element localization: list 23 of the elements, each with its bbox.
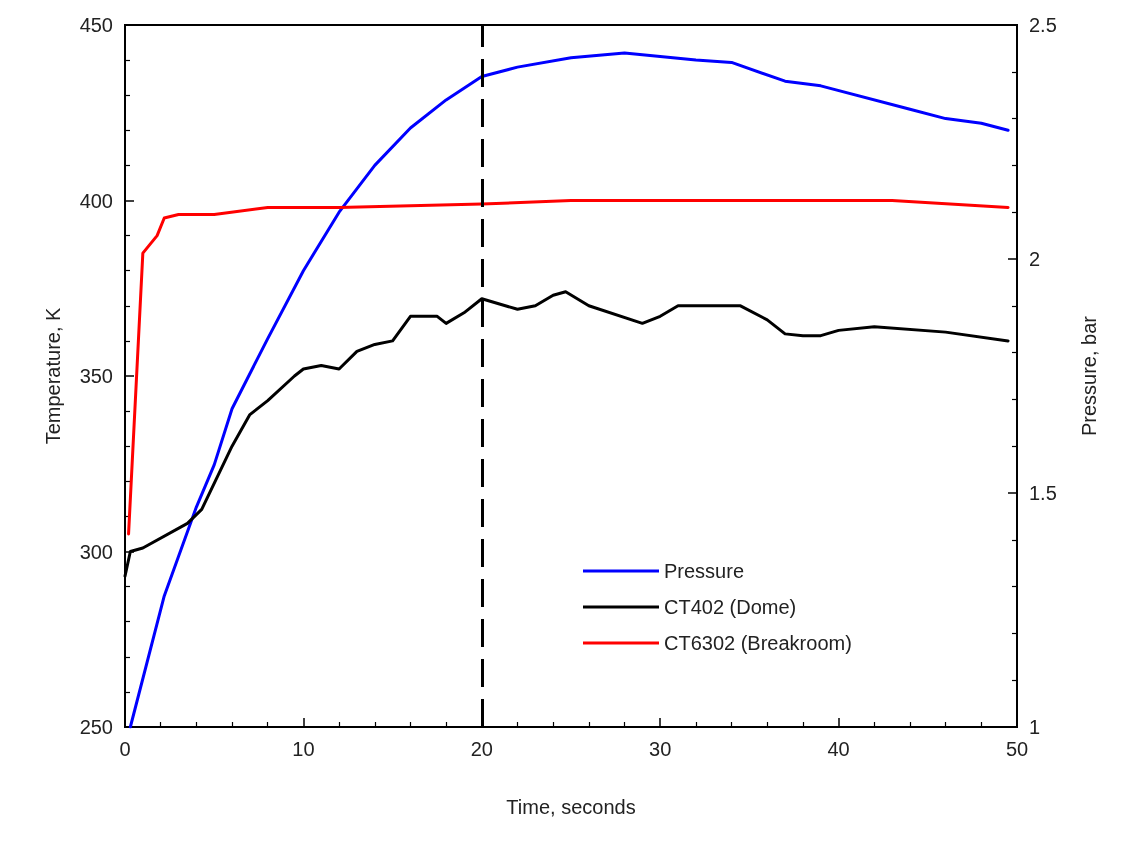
y-tick-label: 350 (79, 365, 113, 387)
y-tick-label: 300 (79, 540, 113, 563)
y2-tick-label: 2.5 (1029, 14, 1057, 36)
x-tick-label: 30 (649, 738, 672, 760)
line-series (127, 199, 1010, 536)
y-tick-label: 400 (79, 189, 113, 212)
y2-tick-label: 1.5 (1029, 482, 1057, 504)
legend-label: Pressure (664, 560, 745, 582)
legend-label: CT6302 (Breakroom) (664, 632, 852, 654)
y-tick-label: 450 (79, 14, 113, 36)
y-tick-label: 250 (79, 716, 113, 738)
legend-label: CT402 (Dome) (664, 596, 797, 618)
x-tick-label: 40 (827, 738, 850, 760)
y2-tick-label: 2 (1029, 248, 1041, 270)
y-axis-title: Temperature, K (42, 306, 64, 445)
y2-tick-label: 1 (1029, 716, 1041, 738)
x-tick-label: 0 (119, 738, 131, 760)
line-series (128, 51, 1010, 729)
x-tick-label: 20 (470, 738, 493, 760)
y2-axis-title: Pressure, bar (1078, 315, 1100, 437)
x-axis-title: Time, seconds (506, 796, 636, 818)
x-tick-label: 50 (1005, 738, 1029, 760)
x-tick-label: 10 (292, 738, 315, 760)
